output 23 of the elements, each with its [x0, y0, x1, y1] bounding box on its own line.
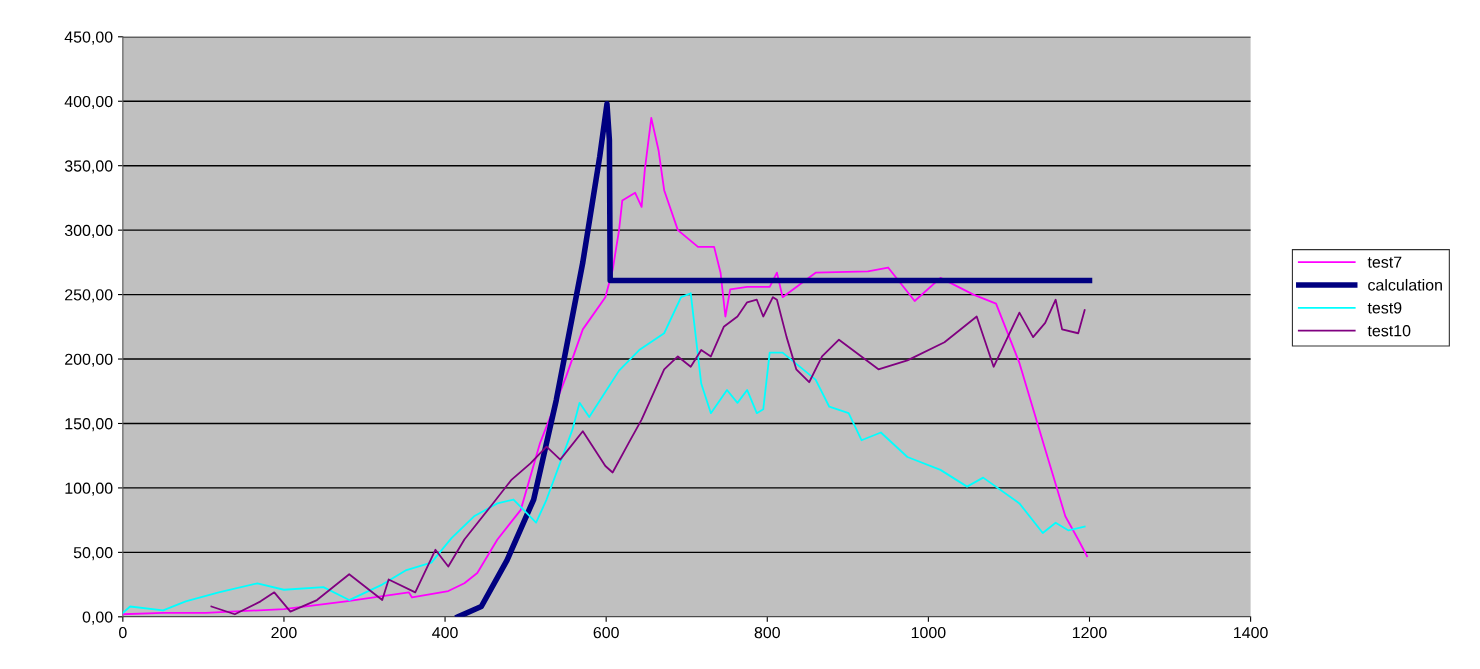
x-tick-label: 800: [754, 626, 780, 639]
y-tick-label: 450,00: [64, 31, 113, 45]
y-tick-label: 50,00: [73, 547, 113, 561]
y-tick-label: 200,00: [65, 353, 113, 367]
legend-label: test10: [1367, 325, 1411, 337]
x-tick-label: 1000: [911, 626, 946, 639]
legend-label: calculation: [1368, 278, 1442, 291]
x-tick-label: 1200: [1072, 626, 1107, 639]
y-tick-label: 400,00: [64, 95, 113, 110]
y-tick-label: 150,00: [65, 418, 113, 432]
x-tick-label: 1400: [1234, 626, 1268, 639]
y-tick-label: 300,00: [64, 224, 113, 238]
y-tick-label: 250,00: [65, 289, 113, 303]
x-tick-label: 600: [593, 626, 619, 639]
y-tick-label: 0,00: [82, 611, 113, 625]
legend-label: test9: [1367, 302, 1402, 314]
x-tick-label: 0: [119, 626, 127, 639]
x-tick-label: 200: [271, 626, 297, 639]
y-tick-label: 100,00: [65, 482, 113, 496]
legend-label: test7: [1367, 256, 1402, 268]
y-tick-label: 350,00: [64, 160, 113, 174]
x-tick-label: 400: [432, 626, 458, 639]
line-series: [122, 117, 1088, 616]
